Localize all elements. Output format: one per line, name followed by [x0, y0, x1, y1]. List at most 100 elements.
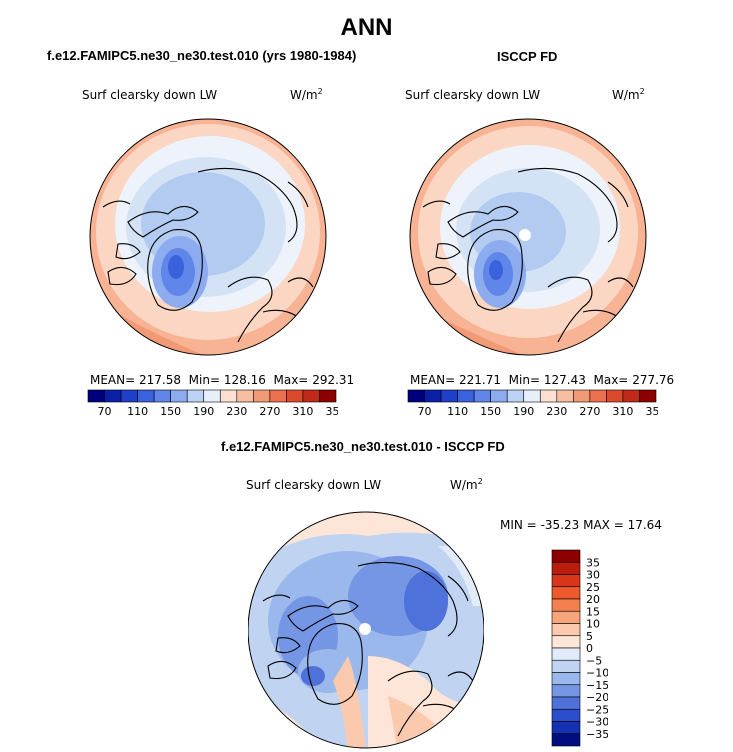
panel3-colorbar-tick-label: −25: [586, 703, 608, 716]
panel1-colorbar-tick-label: 270: [259, 405, 280, 418]
panel3-colorbar-box: [551, 623, 581, 637]
panel1-colorbar-box: [120, 389, 138, 403]
panel1-colorbar-box: [170, 389, 188, 403]
panel1-map-border: [89, 118, 327, 356]
panel3-colorbar-box: [551, 696, 581, 710]
panel2-colorbar-box: [539, 389, 558, 403]
panel2-colorbar-tick-label: 270: [579, 405, 600, 418]
panel1-colorbar-box: [203, 389, 221, 403]
panel1-colorbar-tick-label: 110: [127, 405, 148, 418]
panel1-colorbar-tick-label: 150: [160, 405, 181, 418]
panel3-units-label: W/m2: [450, 477, 483, 492]
panel1-colorbar-tick-label: 230: [226, 405, 247, 418]
panel1-colorbar-box: [137, 389, 155, 403]
panel2-colorbar-box: [556, 389, 574, 403]
panel2-map-border: [409, 118, 647, 356]
panel3-colorbar-tick-label: 35: [586, 556, 600, 569]
panel1-variable-label: Surf clearsky down LW: [82, 88, 218, 102]
panel2-colorbar-box: [573, 389, 591, 403]
panel2-greenland-3: [489, 260, 503, 280]
panel1-colorbar-box: [302, 389, 320, 403]
panel3-field-cool-6: [301, 666, 325, 686]
panel2-colorbar-tick-label: 70: [418, 405, 432, 418]
left-panel-header: f.e12.FAMIPC5.ne30_ne30.test.010 (yrs 19…: [47, 48, 357, 63]
panel2-colorbar-box: [424, 389, 442, 403]
panel3-polar-map: [248, 511, 484, 749]
panel1-colorbar-box: [253, 389, 271, 403]
panel2-colorbar-tick-label: 350: [646, 405, 659, 418]
right-panel-header: ISCCP FD: [497, 49, 558, 64]
panel3-colorbar-box: [551, 598, 581, 612]
panel3-colorbar-tick-label: 5: [586, 630, 593, 643]
panel2-colorbar-box: [639, 389, 657, 403]
panel3-colorbar-box: [551, 586, 581, 600]
panel3-map-border: [248, 511, 484, 749]
panel3-variable-label: Surf clearsky down LW: [246, 478, 382, 492]
panel3-colorbar-tick-label: 30: [586, 569, 600, 582]
panel3-colorbar-tick-label: −20: [586, 691, 608, 704]
diff-panel-header: f.e12.FAMIPC5.ne30_ne30.test.010 - ISCCP…: [221, 439, 505, 454]
panel3-colorbar-tick-label: 20: [586, 593, 600, 606]
panel2-colorbar-tick-label: 190: [513, 405, 534, 418]
panel1-colorbar-box: [319, 389, 337, 403]
panel3-colorbar-box: [551, 647, 581, 661]
panel1-polar-map: [89, 118, 327, 356]
panel3-pole-hole: [359, 623, 371, 635]
panel2-variable-label: Surf clearsky down LW: [405, 88, 541, 102]
panel3-field-cool-3: [404, 571, 448, 631]
panel2-colorbar-box: [606, 389, 624, 403]
panel3-colorbar-tick-label: −5: [586, 654, 602, 667]
panel3-colorbar-box: [551, 721, 581, 735]
panel3-colorbar-box: [551, 659, 581, 673]
panel1-colorbar-box: [219, 389, 238, 403]
panel1-units-label: W/m2: [290, 87, 323, 102]
panel2-polar-map: [409, 118, 647, 356]
panel3-colorbar-tick-label: 10: [586, 618, 600, 631]
panel2-colorbar-tick-label: 310: [612, 405, 633, 418]
panel2-colorbar-box: [589, 389, 607, 403]
panel3-colorbar-tick-label: 0: [586, 642, 593, 655]
panel3-field-warm-streak: [333, 656, 366, 748]
panel2-colorbar-box: [473, 389, 491, 403]
panel1-colorbar-box: [269, 389, 287, 403]
panel3-colorbar-box: [551, 733, 581, 747]
panel2-colorbar-box: [457, 389, 475, 403]
panel2-colorbar-box: [622, 389, 640, 403]
panel1-colorbar-box: [236, 389, 254, 403]
panel3-colorbar-tick-label: −35: [586, 728, 608, 741]
panel1-colorbar-tick-label: 350: [326, 405, 339, 418]
panel3-colorbar-box: [551, 561, 581, 575]
panel1-colorbar-box: [153, 389, 171, 403]
panel3-colorbar-tick-label: 25: [586, 581, 600, 594]
panel1-greenland-3: [168, 255, 184, 279]
panel1-colorbar: 70 110 150 190 230 270 310 350: [87, 389, 339, 418]
panel2-colorbar-box: [440, 389, 458, 403]
panel1-colorbar-box: [286, 389, 304, 403]
panel2-colorbar-tick-label: 110: [447, 405, 468, 418]
panel1-colorbar-tick-label: 310: [292, 405, 313, 418]
panel3-colorbar-box: [551, 635, 581, 649]
panel2-colorbar-tick-label: 230: [546, 405, 567, 418]
panel1-colorbar-tick-label: 70: [98, 405, 112, 418]
panel1-colorbar-box: [87, 389, 105, 403]
panel3-colorbar-tick-label: −15: [586, 679, 608, 692]
panel1-stats: MEAN= 217.58 Min= 128.16 Max= 292.31: [90, 373, 355, 387]
panel2-pole-hole: [519, 229, 531, 241]
panel1-colorbar-tick-label: 190: [193, 405, 214, 418]
panel3-colorbar-box: [551, 549, 581, 563]
panel2-colorbar-tick-label: 150: [480, 405, 501, 418]
panel3-colorbar-box: [551, 574, 581, 588]
panel1-colorbar-box: [186, 389, 205, 403]
panel3-colorbar-box: [551, 684, 581, 698]
panel3-colorbar-box: [551, 672, 581, 686]
panel2-colorbar: 70 110 150 190 230 270 310 350: [407, 389, 659, 418]
panel2-colorbar-box: [407, 389, 425, 403]
panel3-colorbar-box: [551, 708, 581, 722]
panel2-colorbar-box: [490, 389, 508, 403]
panel3-colorbar-box: [551, 610, 581, 624]
panel2-colorbar-box: [523, 389, 541, 403]
panel2-stats: MEAN= 221.71 Min= 127.43 Max= 277.76: [410, 373, 675, 387]
panel3-colorbar-tick-label: 15: [586, 605, 600, 618]
panel1-coastlines: [102, 167, 314, 343]
